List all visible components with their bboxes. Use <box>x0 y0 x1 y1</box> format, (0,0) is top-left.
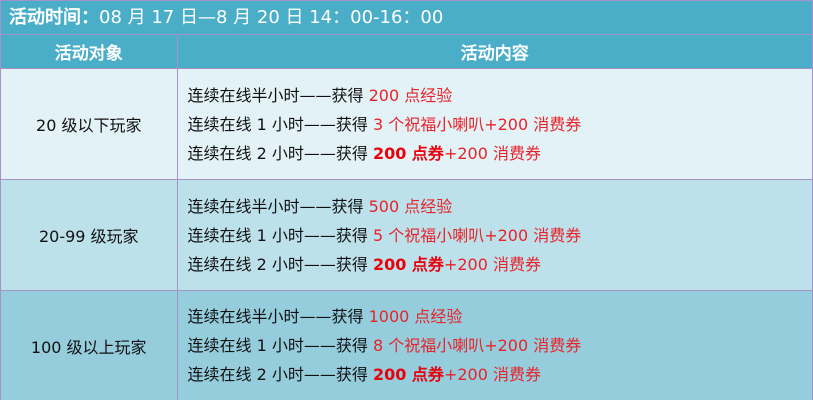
reward-content: 连续在线半小时——获得 500 点经验 连续在线 1 小时——获得 5 个祝福小喇… <box>176 179 813 291</box>
reward-line: 连续在线 1 小时——获得 8 个祝福小喇叭+200 消费券 <box>188 331 813 360</box>
reward-value: +200 消费券 <box>443 365 541 384</box>
event-time-value: 08 月 17 日—8 月 20 日 14：00-16：00 <box>99 7 444 28</box>
reward-condition: 连续在线 2 小时——获得 <box>187 143 373 163</box>
reward-value: 3 个祝福小喇叭+200 消费券 <box>372 114 582 134</box>
reward-condition: 连续在线半小时——获得 <box>187 307 369 326</box>
event-time-bar: 活动时间：08 月 17 日—8 月 20 日 14：00-16：00 <box>1 1 812 35</box>
event-table: 活动对象 活动内容 20 级以下玩家 连续在线半小时——获得 200 点经验 连续在… <box>1 35 812 400</box>
reward-condition: 连续在线 1 小时——获得 <box>187 114 373 134</box>
reward-line: 连续在线 2 小时——获得 200 点券+200 消费券 <box>188 250 813 279</box>
reward-value: 5 个祝福小喇叭+200 消费券 <box>372 225 582 245</box>
reward-condition: 连续在线 1 小时——获得 <box>187 336 373 355</box>
player-target: 20 级以下玩家 <box>1 68 178 180</box>
reward-value: 500 点经验 <box>368 196 453 216</box>
reward-condition: 连续在线 1 小时——获得 <box>187 225 373 245</box>
reward-line: 连续在线 2 小时——获得 200 点券+200 消费券 <box>188 139 813 168</box>
reward-content: 连续在线半小时——获得 200 点经验 连续在线 1 小时——获得 3 个祝福小喇… <box>176 68 813 180</box>
table-row: 20-99 级玩家 连续在线半小时——获得 500 点经验 连续在线 1 小时——获… <box>1 179 813 291</box>
reward-highlight: 200 点券 <box>372 365 444 384</box>
reward-line: 连续在线半小时——获得 200 点经验 <box>188 81 813 110</box>
reward-value: 8 个祝福小喇叭+200 消费券 <box>372 336 582 355</box>
table-header-row: 活动对象 活动内容 <box>1 35 812 69</box>
reward-condition: 连续在线 2 小时——获得 <box>187 365 373 384</box>
event-time-label: 活动时间： <box>9 7 99 28</box>
player-target: 20-99 级玩家 <box>1 179 178 291</box>
reward-line: 连续在线 1 小时——获得 3 个祝福小喇叭+200 消费券 <box>188 110 813 139</box>
table-row: 100 级以上玩家 连续在线半小时——获得 1000 点经验 连续在线 1 小时——… <box>1 290 813 400</box>
reward-value: 200 点经验 <box>368 85 453 105</box>
player-target: 100 级以上玩家 <box>1 290 178 400</box>
reward-highlight: 200 点券 <box>372 254 444 274</box>
header-target: 活动对象 <box>1 35 178 69</box>
reward-value: +200 消费券 <box>443 254 541 274</box>
reward-line: 连续在线 1 小时——获得 5 个祝福小喇叭+200 消费券 <box>188 221 813 250</box>
reward-condition: 连续在线半小时——获得 <box>187 85 369 105</box>
reward-line: 连续在线 2 小时——获得 200 点券+200 消费券 <box>188 360 813 389</box>
table-row: 20 级以下玩家 连续在线半小时——获得 200 点经验 连续在线 1 小时——获得… <box>1 68 813 180</box>
reward-value: 1000 点经验 <box>368 307 463 326</box>
reward-condition: 连续在线 2 小时——获得 <box>187 254 373 274</box>
header-content: 活动内容 <box>176 35 812 69</box>
reward-condition: 连续在线半小时——获得 <box>187 196 369 216</box>
reward-line: 连续在线半小时——获得 1000 点经验 <box>188 302 813 331</box>
reward-line: 连续在线半小时——获得 500 点经验 <box>188 192 813 221</box>
reward-value: +200 消费券 <box>443 143 541 163</box>
reward-highlight: 200 点券 <box>372 143 444 163</box>
reward-content: 连续在线半小时——获得 1000 点经验 连续在线 1 小时——获得 8 个祝福小… <box>176 290 813 400</box>
